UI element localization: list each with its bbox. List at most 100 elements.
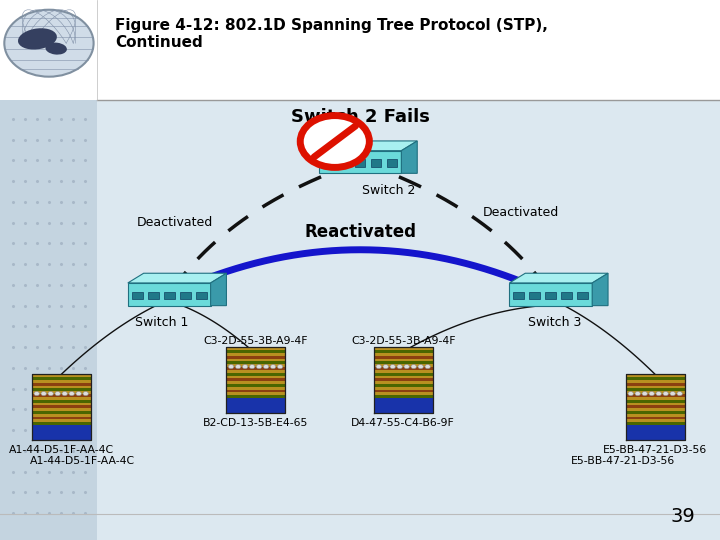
Polygon shape [374, 364, 433, 367]
Text: Figure 4-12: 802.1D Spanning Tree Protocol (STP),: Figure 4-12: 802.1D Spanning Tree Protoc… [115, 18, 548, 33]
FancyBboxPatch shape [355, 159, 365, 167]
Polygon shape [374, 378, 433, 381]
Polygon shape [626, 413, 685, 416]
Text: E5-BB-47-21-D3-56: E5-BB-47-21-D3-56 [571, 456, 675, 465]
FancyBboxPatch shape [132, 292, 143, 299]
FancyBboxPatch shape [97, 0, 720, 100]
Circle shape [670, 392, 675, 396]
Polygon shape [32, 413, 91, 416]
Polygon shape [626, 405, 685, 408]
Circle shape [418, 364, 423, 369]
FancyBboxPatch shape [374, 398, 433, 414]
Text: B2-CD-13-5B-E4-65: B2-CD-13-5B-E4-65 [203, 418, 308, 428]
Circle shape [249, 364, 255, 369]
Polygon shape [32, 402, 91, 406]
Text: Deactivated: Deactivated [137, 216, 213, 229]
Polygon shape [374, 375, 433, 379]
Polygon shape [226, 353, 285, 356]
FancyBboxPatch shape [577, 292, 588, 299]
FancyBboxPatch shape [323, 159, 333, 167]
Polygon shape [626, 377, 685, 380]
Text: C3-2D-55-3B-A9-4F: C3-2D-55-3B-A9-4F [203, 336, 308, 346]
Polygon shape [626, 410, 685, 414]
Circle shape [649, 392, 654, 396]
Circle shape [4, 10, 94, 77]
Polygon shape [32, 399, 91, 402]
Polygon shape [128, 273, 226, 283]
Polygon shape [626, 416, 685, 420]
FancyBboxPatch shape [338, 159, 349, 167]
Polygon shape [626, 419, 685, 422]
Polygon shape [226, 355, 285, 359]
Circle shape [642, 392, 647, 396]
Circle shape [228, 364, 234, 369]
Polygon shape [593, 273, 608, 306]
Polygon shape [226, 372, 285, 375]
Polygon shape [374, 386, 433, 389]
Polygon shape [226, 347, 285, 350]
Text: 39: 39 [670, 508, 695, 526]
Polygon shape [510, 273, 608, 283]
Text: Switch 1: Switch 1 [135, 316, 189, 329]
Polygon shape [32, 377, 91, 380]
Circle shape [48, 392, 53, 396]
Polygon shape [374, 381, 433, 384]
Polygon shape [226, 389, 285, 393]
Polygon shape [32, 382, 91, 386]
Circle shape [677, 392, 683, 396]
Polygon shape [319, 151, 402, 173]
Polygon shape [319, 141, 418, 151]
Polygon shape [626, 396, 685, 400]
Polygon shape [374, 389, 433, 393]
Circle shape [300, 116, 369, 167]
Polygon shape [626, 402, 685, 406]
Polygon shape [32, 408, 91, 411]
Circle shape [277, 364, 283, 369]
Polygon shape [374, 358, 433, 361]
Circle shape [270, 364, 276, 369]
Circle shape [256, 364, 262, 369]
FancyBboxPatch shape [32, 425, 91, 441]
Polygon shape [374, 355, 433, 359]
FancyBboxPatch shape [626, 425, 685, 441]
Polygon shape [374, 395, 433, 398]
Polygon shape [32, 416, 91, 420]
Ellipse shape [45, 43, 67, 55]
FancyBboxPatch shape [148, 292, 158, 299]
FancyBboxPatch shape [371, 159, 382, 167]
FancyBboxPatch shape [196, 292, 207, 299]
Text: Switch 2: Switch 2 [362, 184, 415, 197]
Text: Continued: Continued [115, 35, 203, 50]
Polygon shape [32, 422, 91, 425]
Polygon shape [226, 381, 285, 384]
Polygon shape [226, 395, 285, 398]
Polygon shape [32, 374, 91, 377]
Polygon shape [32, 405, 91, 408]
Circle shape [34, 392, 40, 396]
Circle shape [425, 364, 431, 369]
Polygon shape [226, 392, 285, 395]
Polygon shape [374, 350, 433, 353]
Text: A1-44-D5-1F-AA-4C: A1-44-D5-1F-AA-4C [30, 456, 135, 465]
Text: A1-44-D5-1F-AA-4C: A1-44-D5-1F-AA-4C [9, 445, 114, 455]
Polygon shape [626, 394, 685, 397]
FancyBboxPatch shape [562, 292, 572, 299]
Circle shape [62, 392, 68, 396]
Polygon shape [374, 367, 433, 370]
Polygon shape [226, 361, 285, 365]
Circle shape [264, 364, 269, 369]
FancyBboxPatch shape [0, 100, 97, 540]
Circle shape [404, 364, 410, 369]
Polygon shape [32, 388, 91, 392]
FancyBboxPatch shape [0, 100, 720, 540]
Polygon shape [510, 283, 593, 306]
Ellipse shape [18, 28, 57, 50]
Polygon shape [374, 347, 433, 350]
Polygon shape [626, 399, 685, 402]
Circle shape [41, 392, 47, 396]
Polygon shape [32, 419, 91, 422]
Circle shape [397, 364, 402, 369]
Polygon shape [374, 353, 433, 356]
Circle shape [635, 392, 641, 396]
Circle shape [235, 364, 241, 369]
